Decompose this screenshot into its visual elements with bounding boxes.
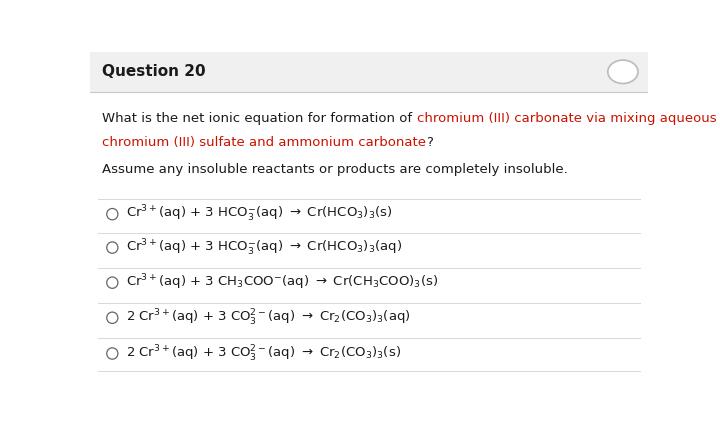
- Text: Assume any insoluble reactants or products are completely insoluble.: Assume any insoluble reactants or produc…: [102, 163, 568, 176]
- Text: Cr$^{3+}$(aq) + 3 HCO$_3^{-}$(aq) $\rightarrow$ Cr(HCO$_3$)$_3$(s): Cr$^{3+}$(aq) + 3 HCO$_3^{-}$(aq) $\righ…: [126, 204, 392, 224]
- Text: chromium (III) carbonate via mixing aqueous: chromium (III) carbonate via mixing aque…: [417, 112, 716, 125]
- Text: ?: ?: [426, 136, 433, 149]
- Text: 2 Cr$^{3+}$(aq) + 3 CO$_3^{2-}$(aq) $\rightarrow$ Cr$_2$(CO$_3$)$_3$(aq): 2 Cr$^{3+}$(aq) + 3 CO$_3^{2-}$(aq) $\ri…: [126, 308, 411, 328]
- Text: Cr$^{3+}$(aq) + 3 CH$_3$COO$^{-}$(aq) $\rightarrow$ Cr(CH$_3$COO)$_3$(s): Cr$^{3+}$(aq) + 3 CH$_3$COO$^{-}$(aq) $\…: [126, 273, 438, 293]
- Ellipse shape: [107, 277, 118, 288]
- Ellipse shape: [107, 312, 118, 323]
- Text: Cr$^{3+}$(aq) + 3 HCO$_3^{-}$(aq) $\rightarrow$ Cr(HCO$_3$)$_3$(aq): Cr$^{3+}$(aq) + 3 HCO$_3^{-}$(aq) $\righ…: [126, 237, 402, 258]
- Ellipse shape: [107, 242, 118, 253]
- FancyBboxPatch shape: [90, 52, 648, 92]
- Ellipse shape: [107, 208, 118, 220]
- Text: Question 20: Question 20: [102, 64, 206, 79]
- Text: chromium (III) sulfate and ammonium carbonate: chromium (III) sulfate and ammonium carb…: [102, 136, 426, 149]
- Ellipse shape: [608, 60, 638, 83]
- Text: What is the net ionic equation for formation of: What is the net ionic equation for forma…: [102, 112, 417, 125]
- Text: 2 Cr$^{3+}$(aq) + 3 CO$_3^{2-}$(aq) $\rightarrow$ Cr$_2$(CO$_3$)$_3$(s): 2 Cr$^{3+}$(aq) + 3 CO$_3^{2-}$(aq) $\ri…: [126, 343, 401, 364]
- Ellipse shape: [107, 348, 118, 359]
